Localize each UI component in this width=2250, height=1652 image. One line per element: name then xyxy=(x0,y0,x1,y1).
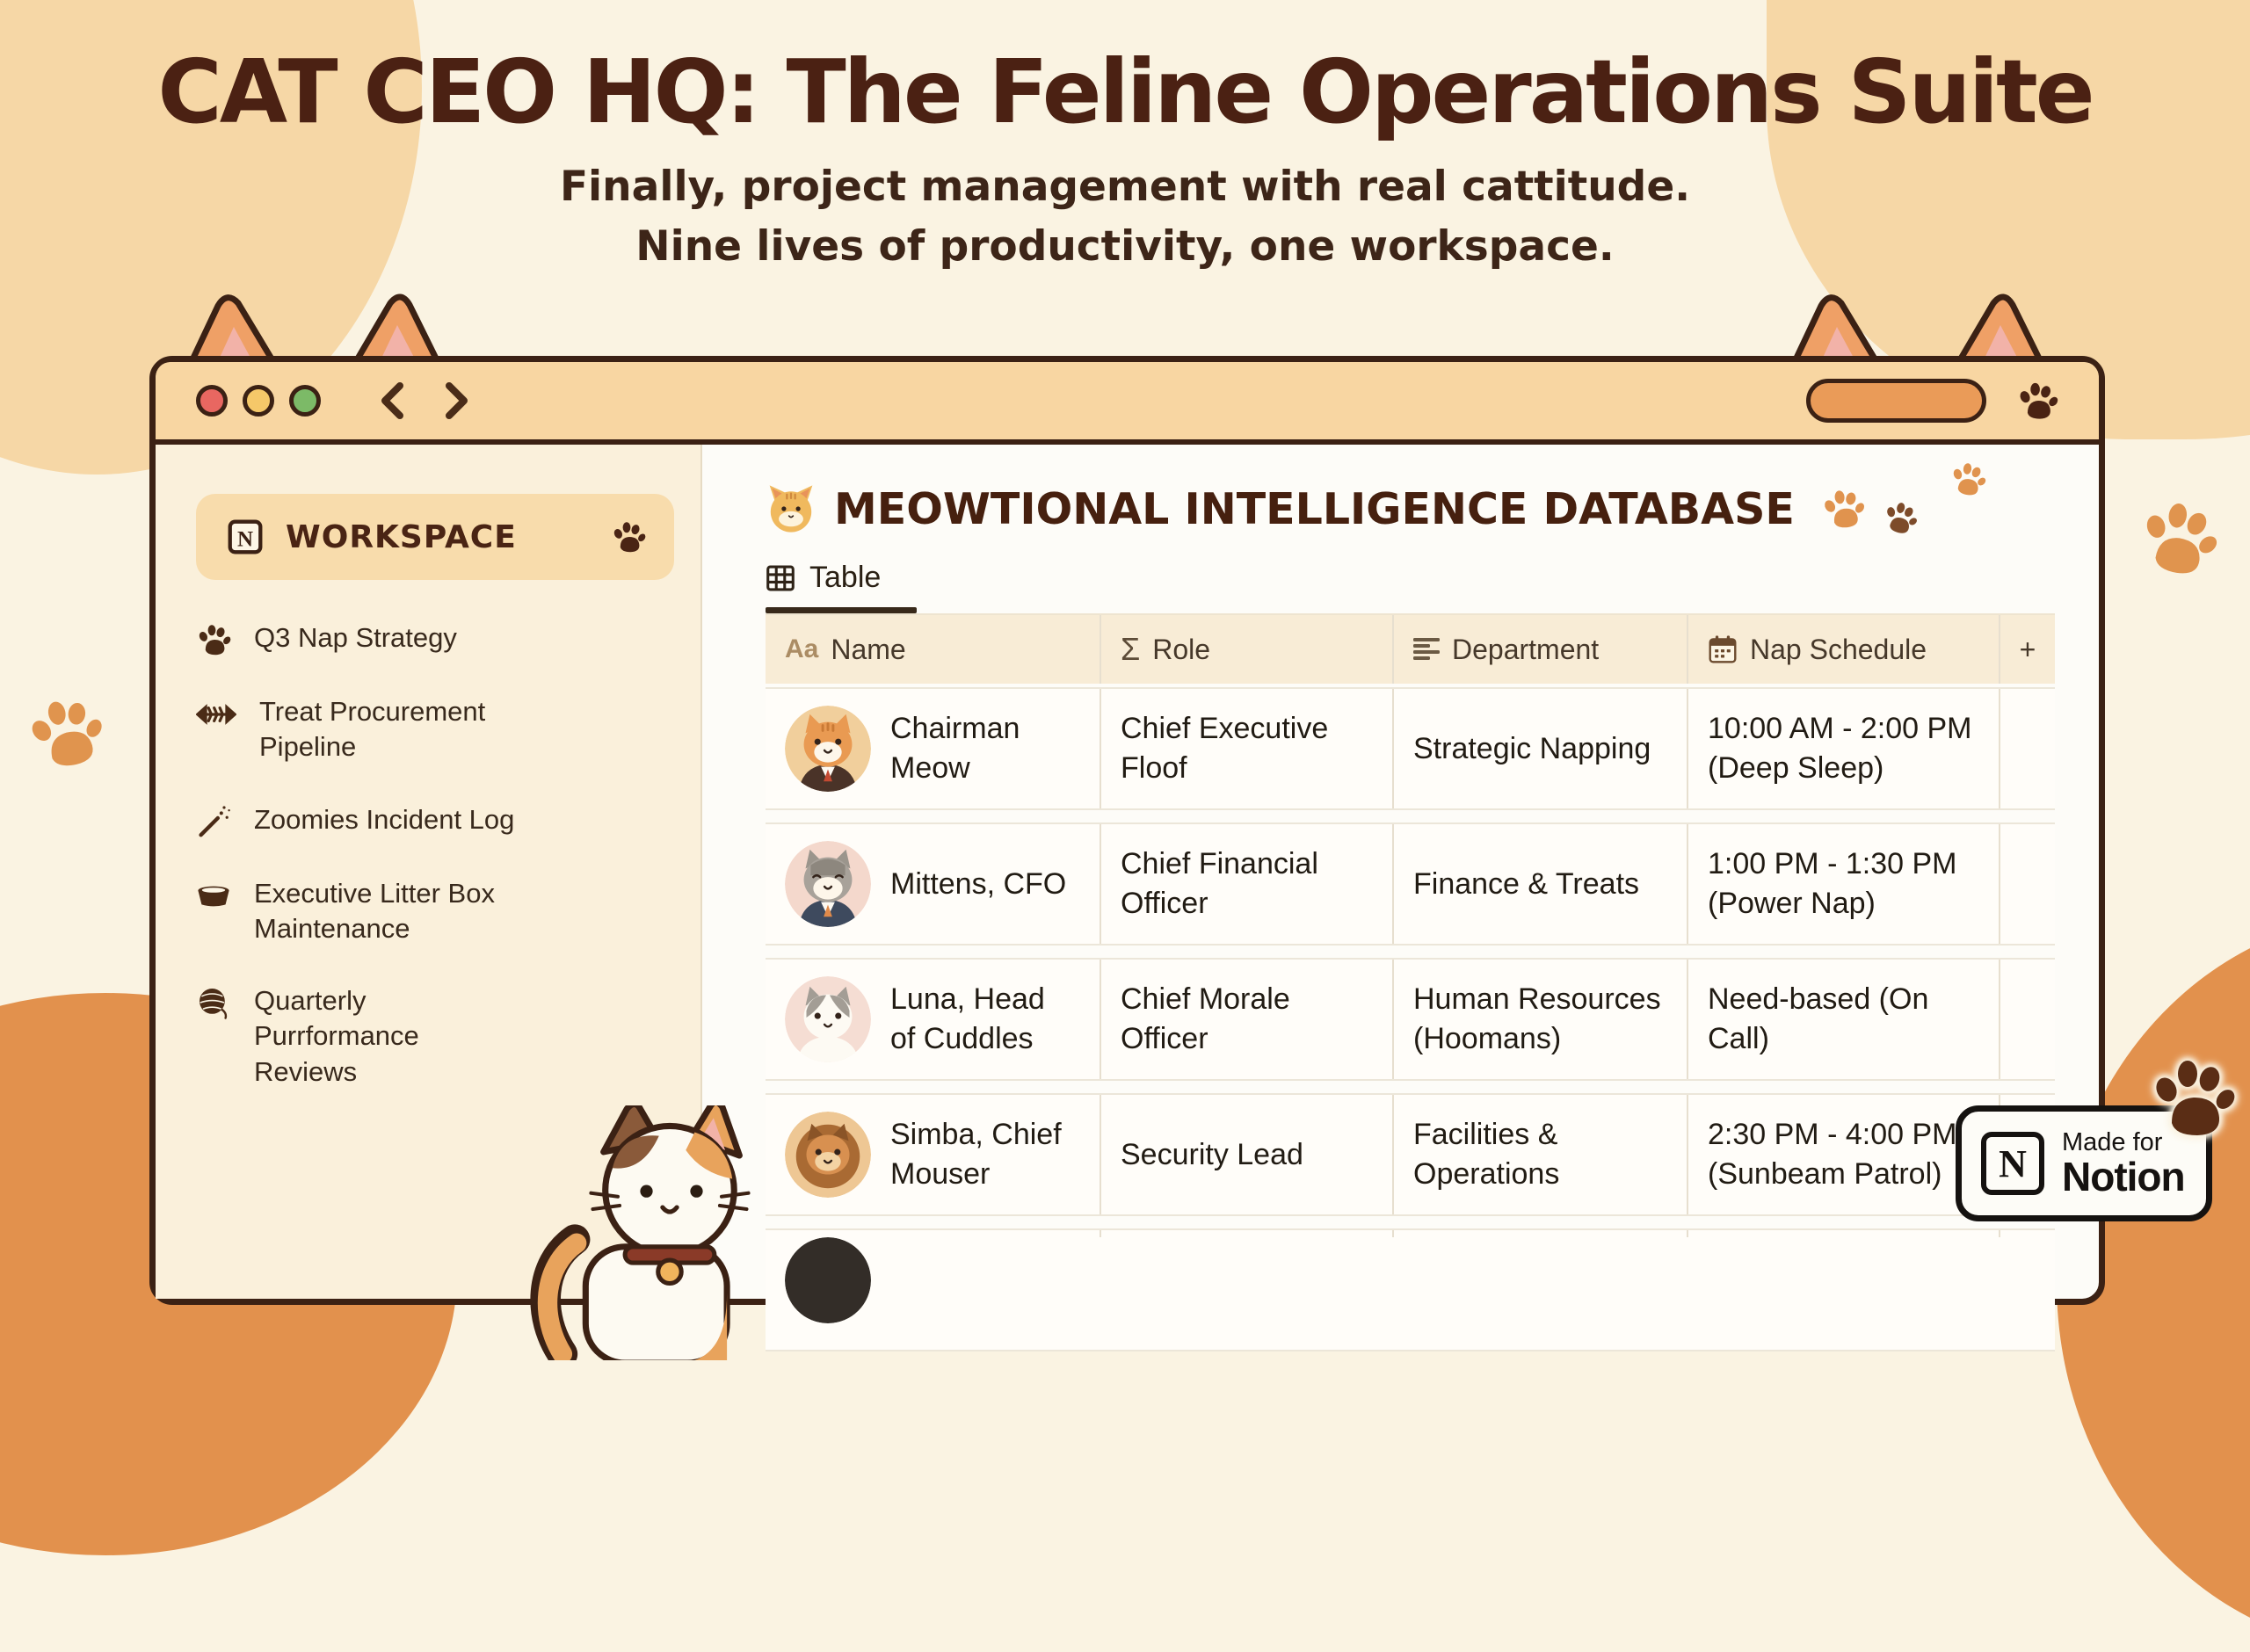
table-row[interactable]: Mittens, CFO Chief Financial Officer Fin… xyxy=(766,822,2055,946)
sidebar-item-label: Quarterly Purrformance Reviews xyxy=(254,985,419,1087)
sidebar-item-treat-procurement[interactable]: Treat Procurement Pipeline xyxy=(196,694,674,765)
fishbone-icon xyxy=(196,699,236,729)
cell-department: Facilities & Operations xyxy=(1392,1095,1687,1214)
cell-role: Chief Executive Floof xyxy=(1100,689,1392,808)
zoom-button[interactable] xyxy=(289,385,321,417)
column-label: Name xyxy=(831,633,906,665)
paw-print-icon xyxy=(1879,496,1921,539)
page-subtitle: Finally, project management with real ca… xyxy=(0,157,2250,277)
subtitle-line-1: Finally, project management with real ca… xyxy=(559,163,1691,211)
main-content: MEOWTIONAL INTELLIGENCE DATABASE Table A… xyxy=(702,445,2099,1351)
cell-department: Finance & Treats xyxy=(1392,824,1687,944)
sidebar-item-label: Q3 Nap Strategy xyxy=(254,622,457,653)
cell-role: Security Lead xyxy=(1100,1095,1392,1214)
badge-line-1: Made for xyxy=(2062,1127,2163,1156)
column-header-department[interactable]: Department xyxy=(1392,615,1687,684)
paw-icon xyxy=(2148,1054,2236,1141)
badge-line-2: Notion xyxy=(2062,1154,2186,1200)
formula-icon: Σ xyxy=(1121,631,1141,667)
notion-logo: N xyxy=(1981,1132,2044,1195)
table-row[interactable]: Luna, Head of Cuddles Chief Morale Offic… xyxy=(766,958,2055,1081)
cell-department: Human Resources (Hoomans) xyxy=(1392,960,1687,1079)
column-header-name[interactable]: Aa Name xyxy=(766,615,1100,684)
paw-icon xyxy=(2016,380,2058,422)
sidebar-item-label: Executive Litter Box Maintenance xyxy=(254,877,495,944)
subtitle-line-2: Nine lives of productivity, one workspac… xyxy=(635,222,1615,272)
sidebar-items: Q3 Nap Strategy Treat Procurement Pipeli… xyxy=(196,620,674,1090)
cell-nap-schedule: 1:00 PM - 1:30 PM (Power Nap) xyxy=(1687,824,1999,944)
database-table: Aa Name Σ Role Department Nap Schedule xyxy=(766,613,2055,1351)
cell-role xyxy=(1100,1230,1392,1237)
table-header-row: Aa Name Σ Role Department Nap Schedule xyxy=(766,613,2055,684)
cell-role: Chief Financial Officer xyxy=(1100,824,1392,944)
address-bar[interactable] xyxy=(1806,379,1986,423)
active-tab-underline xyxy=(766,607,917,613)
sidebar-item-label: Treat Procurement Pipeline xyxy=(259,696,486,763)
forward-chevron-icon[interactable] xyxy=(444,381,470,420)
minimize-button[interactable] xyxy=(243,385,274,417)
paw-icon xyxy=(611,519,646,554)
cell-department xyxy=(1392,1230,1687,1237)
column-header-nap-schedule[interactable]: Nap Schedule xyxy=(1687,615,1999,684)
paw-print-icon xyxy=(1818,485,1867,533)
browser-window: N WORKSPACE Q3 Nap Strategy Treat Procur… xyxy=(149,356,2105,1360)
cell-nap-schedule: 2:30 PM - 4:00 PM (Sunbeam Patrol) xyxy=(1687,1095,1999,1214)
tab-table[interactable]: Table xyxy=(766,561,2099,595)
column-label: Nap Schedule xyxy=(1750,633,1927,665)
calico-cat-illustration xyxy=(530,1105,751,1360)
paw-print-icon xyxy=(1947,458,1988,499)
yarn-ball-icon xyxy=(196,985,231,1020)
cell-name: Simba, Chief Mouser xyxy=(890,1118,1062,1191)
cell-nap-schedule: Need-based (On Call) xyxy=(1687,960,1999,1079)
table-row[interactable]: Simba, Chief Mouser Security Lead Facili… xyxy=(766,1093,2055,1216)
litter-box-icon xyxy=(196,878,231,913)
table-row[interactable]: Chairman Meow Chief Executive Floof Stra… xyxy=(766,687,2055,810)
avatar-gray-cat-in-suit xyxy=(785,841,871,927)
cell-department: Strategic Napping xyxy=(1392,689,1687,808)
cell-nap-schedule: 10:00 AM - 2:00 PM (Deep Sleep) xyxy=(1687,689,1999,808)
list-lines-icon xyxy=(1413,637,1440,662)
cat-face-icon xyxy=(769,485,813,533)
calendar-icon xyxy=(1708,634,1738,664)
column-header-role[interactable]: Σ Role xyxy=(1100,615,1392,684)
tab-label: Table xyxy=(809,561,882,594)
page-title: CAT CEO HQ: The Feline Operations Suite xyxy=(157,40,2094,143)
table-row[interactable] xyxy=(766,1228,2055,1351)
cell-nap-schedule xyxy=(1687,1230,1999,1237)
avatar-dark-cat-partial xyxy=(785,1237,871,1323)
sidebar-item-q3-nap-strategy[interactable]: Q3 Nap Strategy xyxy=(196,620,674,657)
paw-print-icon xyxy=(19,687,111,779)
sidebar-item-label: Zoomies Incident Log xyxy=(254,803,515,835)
paw-print-icon xyxy=(2131,491,2225,585)
cell-name: Chairman Meow xyxy=(890,712,1020,785)
avatar-golden-fluffy-cat xyxy=(785,1112,871,1198)
browser-chrome xyxy=(156,362,2099,445)
cell-name: Luna, Head of Cuddles xyxy=(890,982,1045,1055)
text-type-icon: Aa xyxy=(785,634,819,663)
database-title: MEOWTIONAL INTELLIGENCE DATABASE xyxy=(834,483,1795,534)
hero-section: CAT CEO HQ: The Feline Operations Suite … xyxy=(0,46,2250,277)
svg-text:N: N xyxy=(237,528,253,552)
cell-role: Chief Morale Officer xyxy=(1100,960,1392,1079)
notion-cube-icon: N xyxy=(228,519,263,554)
add-column-button[interactable]: + xyxy=(1999,615,2055,684)
avatar-gray-white-cat xyxy=(785,976,871,1062)
back-chevron-icon[interactable] xyxy=(379,381,405,420)
sidebar-item-zoomies-log[interactable]: Zoomies Incident Log xyxy=(196,802,674,839)
sidebar-item-litter-box[interactable]: Executive Litter Box Maintenance xyxy=(196,876,674,947)
traffic-lights xyxy=(196,385,321,417)
close-button[interactable] xyxy=(196,385,228,417)
magic-wand-icon xyxy=(196,804,231,839)
avatar-orange-cat-in-suit xyxy=(785,706,871,792)
paw-icon xyxy=(196,622,231,657)
workspace-label: WORKSPACE xyxy=(286,518,517,555)
sidebar: N WORKSPACE Q3 Nap Strategy Treat Procur… xyxy=(156,445,751,1360)
column-label: Role xyxy=(1152,633,1211,665)
sidebar-item-purrformance-reviews[interactable]: Quarterly Purrformance Reviews xyxy=(196,983,674,1090)
cell-name: Mittens, CFO xyxy=(890,866,1067,901)
workspace-header[interactable]: N WORKSPACE xyxy=(196,494,674,580)
table-grid-icon xyxy=(766,563,795,593)
column-label: Department xyxy=(1452,633,1600,665)
made-for-notion-badge: N Made for Notion xyxy=(1956,1105,2212,1221)
